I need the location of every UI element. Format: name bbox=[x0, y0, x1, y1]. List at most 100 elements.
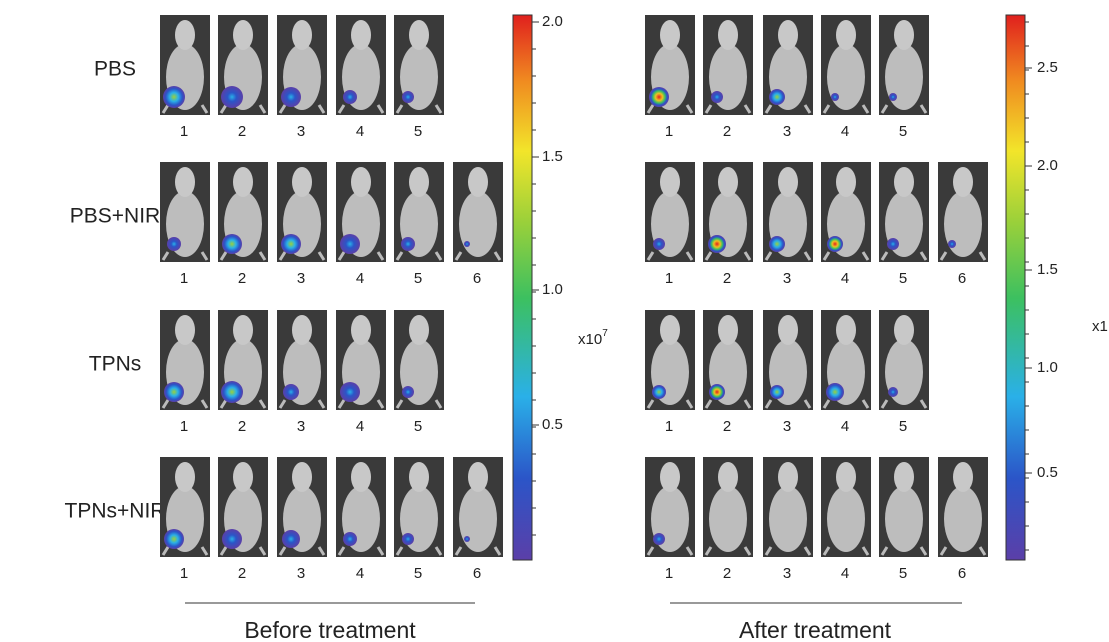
tick-label: 1.5 bbox=[542, 148, 563, 165]
signal bbox=[401, 237, 415, 251]
signal bbox=[167, 237, 181, 251]
mouse-legs bbox=[337, 104, 385, 114]
mouse-legs bbox=[880, 104, 928, 114]
mouse-image bbox=[394, 162, 444, 262]
tick-label: 1.5 bbox=[1037, 261, 1058, 278]
mouse-number: 6 bbox=[473, 565, 481, 582]
mouse-head bbox=[660, 462, 680, 492]
mouse-image bbox=[703, 457, 753, 557]
mouse-image bbox=[218, 162, 268, 262]
mouse-head bbox=[894, 315, 914, 345]
mouse-number: 5 bbox=[899, 418, 907, 435]
signal bbox=[653, 533, 665, 545]
mouse-head bbox=[409, 315, 429, 345]
mouse-legs bbox=[161, 546, 209, 556]
mouse-body bbox=[459, 486, 497, 552]
signal bbox=[948, 240, 956, 248]
signal bbox=[402, 91, 414, 103]
mouse-head bbox=[778, 462, 798, 492]
signal bbox=[340, 382, 360, 402]
mouse-legs bbox=[395, 251, 443, 261]
mouse-number: 2 bbox=[723, 418, 731, 435]
mouse-legs bbox=[219, 104, 267, 114]
mouse-image bbox=[453, 162, 503, 262]
tick-label: 0.5 bbox=[1037, 464, 1058, 481]
mouse-number: 5 bbox=[899, 123, 907, 140]
mouse-image bbox=[879, 457, 929, 557]
mouse-legs bbox=[704, 251, 752, 261]
mouse-head bbox=[718, 20, 738, 50]
mouse-number: 4 bbox=[356, 565, 364, 582]
signal bbox=[887, 238, 899, 250]
mouse-number: 6 bbox=[958, 270, 966, 287]
mouse-legs bbox=[337, 546, 385, 556]
mouse-legs bbox=[646, 251, 694, 261]
mouse-number: 3 bbox=[783, 418, 791, 435]
mouse-legs bbox=[822, 399, 870, 409]
mouse-head bbox=[718, 167, 738, 197]
mouse-head bbox=[292, 315, 312, 345]
mouse-legs bbox=[764, 251, 812, 261]
mouse-legs bbox=[704, 104, 752, 114]
mouse-number: 2 bbox=[723, 565, 731, 582]
mouse-image bbox=[277, 162, 327, 262]
signal bbox=[708, 235, 726, 253]
signal bbox=[340, 234, 360, 254]
mouse-image bbox=[703, 310, 753, 410]
mouse-legs bbox=[278, 399, 326, 409]
mouse-image bbox=[336, 15, 386, 115]
mouse-legs bbox=[646, 399, 694, 409]
mouse-legs bbox=[278, 104, 326, 114]
mouse-image bbox=[645, 162, 695, 262]
mouse-number: 2 bbox=[723, 270, 731, 287]
mouse-head bbox=[292, 20, 312, 50]
mouse-number: 6 bbox=[473, 270, 481, 287]
mouse-image bbox=[160, 457, 210, 557]
mouse-legs bbox=[880, 251, 928, 261]
mouse-head bbox=[894, 167, 914, 197]
signal bbox=[343, 532, 357, 546]
mouse-body bbox=[769, 486, 807, 552]
mouse-head bbox=[894, 20, 914, 50]
row-label: PBS bbox=[94, 58, 136, 81]
mouse-head bbox=[351, 167, 371, 197]
mouse-image bbox=[336, 310, 386, 410]
mouse-body bbox=[944, 486, 982, 552]
signal bbox=[281, 234, 301, 254]
mouse-number: 1 bbox=[180, 123, 188, 140]
mouse-number: 1 bbox=[180, 270, 188, 287]
mouse-legs bbox=[337, 251, 385, 261]
mouse-head bbox=[409, 167, 429, 197]
mouse-head bbox=[778, 167, 798, 197]
mouse-legs bbox=[822, 251, 870, 261]
signal bbox=[221, 86, 243, 108]
signal bbox=[402, 533, 414, 545]
mouse-number: 4 bbox=[841, 565, 849, 582]
signal bbox=[769, 89, 785, 105]
tick-label: 2.0 bbox=[542, 13, 563, 30]
mouse-head bbox=[660, 20, 680, 50]
mouse-number: 5 bbox=[414, 123, 422, 140]
mouse-number: 4 bbox=[841, 270, 849, 287]
mouse-image bbox=[218, 15, 268, 115]
mouse-image bbox=[763, 15, 813, 115]
mouse-head bbox=[660, 315, 680, 345]
mouse-number: 3 bbox=[783, 123, 791, 140]
signal bbox=[831, 93, 839, 101]
mouse-number: 3 bbox=[297, 418, 305, 435]
mouse-head bbox=[836, 315, 856, 345]
signal bbox=[281, 87, 301, 107]
signal bbox=[221, 381, 243, 403]
mouse-head bbox=[778, 315, 798, 345]
mouse-legs bbox=[161, 251, 209, 261]
signal bbox=[827, 236, 843, 252]
mouse-image bbox=[394, 15, 444, 115]
mouse-number: 2 bbox=[238, 123, 246, 140]
mouse-body bbox=[459, 191, 497, 257]
tick-label: 2.5 bbox=[1037, 59, 1058, 76]
tick-label: 1.0 bbox=[542, 281, 563, 298]
mouse-number: 5 bbox=[414, 270, 422, 287]
mouse-image bbox=[645, 15, 695, 115]
mouse-head bbox=[953, 167, 973, 197]
mouse-legs bbox=[219, 399, 267, 409]
